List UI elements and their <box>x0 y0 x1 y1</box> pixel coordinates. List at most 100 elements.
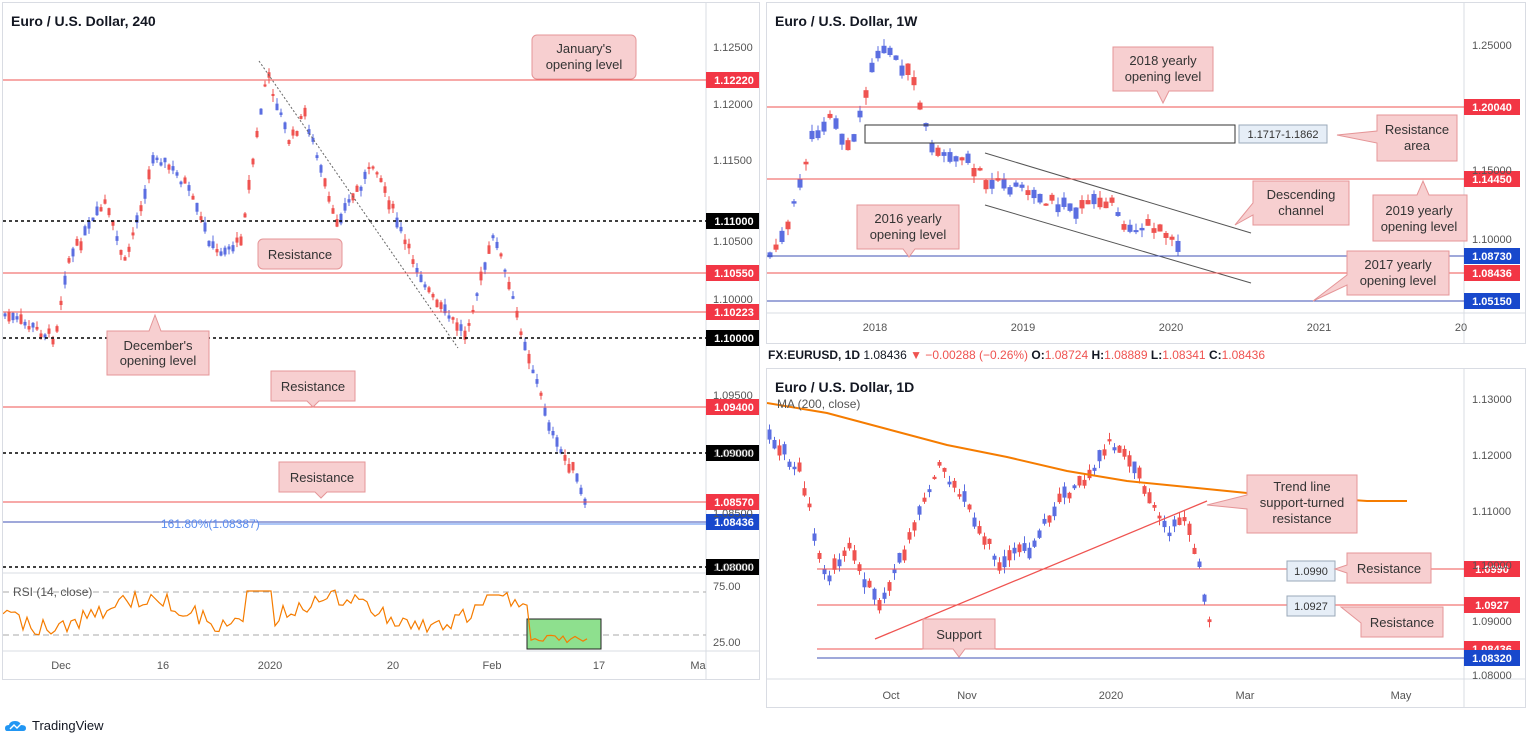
w1-candle <box>1079 195 1085 214</box>
d1-price-label: 1.13000 <box>1472 394 1512 406</box>
h4-candle <box>123 255 127 261</box>
w1-title: Euro / U.S. Dollar, 1W <box>775 13 918 29</box>
w1-candle <box>911 70 917 91</box>
d1-time-label: May <box>1391 690 1412 702</box>
d1-candle <box>857 562 862 575</box>
h4-candle <box>259 108 263 115</box>
h4-candle <box>359 185 363 197</box>
w1-candle <box>1175 234 1181 257</box>
ohlc-h-value: 1.08889 <box>1104 348 1148 362</box>
w1-candle <box>1067 203 1073 213</box>
d1-candle <box>1177 512 1182 526</box>
d1-candle <box>1052 502 1057 521</box>
d1-candle <box>847 537 852 551</box>
h4-chart-panel[interactable]: 1.12220 1.11000 1.10550 1.10223 1.10000 1.094… <box>2 2 760 680</box>
w1-candle <box>785 219 791 236</box>
tradingview-cloud-icon <box>5 720 26 731</box>
d1-candle <box>1067 491 1072 503</box>
d1-candle <box>972 512 977 529</box>
h4-time-label: 17 <box>593 660 605 672</box>
h4-candle <box>435 298 439 308</box>
ohlc-close: 1.08436 <box>863 348 907 362</box>
d1-candle <box>942 467 947 479</box>
w1-level-tag <box>1464 99 1520 115</box>
h4-candle <box>511 291 515 300</box>
h4-level-tag <box>706 559 759 575</box>
d1-candle <box>1132 461 1137 480</box>
h4-candle <box>35 321 39 331</box>
d1-candle <box>927 484 932 498</box>
w1-candle <box>1139 223 1145 238</box>
h4-candle <box>171 160 175 175</box>
h4-candle <box>527 350 531 370</box>
zone-label: 1.1717-1.1862 <box>1248 129 1319 141</box>
d1-candle <box>1192 543 1197 555</box>
h4-level-tag <box>706 494 759 510</box>
callout-decembers-opening-line2: opening level <box>120 353 197 368</box>
d1-candle <box>912 520 917 537</box>
w1-chart-panel[interactable]: 1.1717-1.1862 1.20040 1.14450 1.08730 1.084… <box>766 2 1526 344</box>
d1-time-label: Nov <box>957 690 977 702</box>
d1-candle <box>1062 482 1067 505</box>
callout-resistance-2: Resistance <box>270 370 356 408</box>
w1-level-label: 1.14450 <box>1472 174 1512 186</box>
d1-candle <box>1137 465 1142 484</box>
h4-candle <box>475 291 479 301</box>
h4-candle <box>519 328 523 338</box>
callout-2016-yearly: 2016 yearly opening level <box>856 204 960 258</box>
w1-candle <box>1151 222 1157 239</box>
h4-candle <box>491 233 495 241</box>
h4-candle <box>379 175 383 183</box>
h4-candle <box>163 157 167 169</box>
d1-candle <box>1157 512 1162 526</box>
d1-candle <box>957 488 962 500</box>
d1-candle <box>1012 542 1017 561</box>
h4-candle <box>451 316 455 324</box>
callout-trendline-line2: support-turned <box>1260 495 1345 510</box>
h4-price-label: 1.12000 <box>713 99 753 111</box>
h4-time-label: 2020 <box>258 660 282 672</box>
w1-price-label: 1.15000 <box>1472 165 1512 177</box>
w1-chart-svg[interactable]: 1.1717-1.1862 1.20040 1.14450 1.08730 1.084… <box>767 3 1526 344</box>
h4-level-label: 1.11000 <box>714 216 753 228</box>
h4-candle <box>443 298 447 316</box>
h4-candle <box>187 181 191 197</box>
tradingview-logo[interactable]: TradingView <box>4 718 104 733</box>
d1-candle <box>1007 545 1012 567</box>
w1-level-label: 1.08436 <box>1472 268 1512 280</box>
h4-candle <box>371 165 375 171</box>
callout-2016-yearly-line2: opening level <box>870 227 947 242</box>
h4-candle <box>251 157 255 168</box>
h4-chart-svg[interactable]: 1.122201.110001.105501.102231.100001.094… <box>3 3 760 680</box>
w1-candle <box>791 198 797 207</box>
w1-time-label: 2021 <box>1307 322 1331 334</box>
w1-candle <box>905 63 911 81</box>
h4-candle <box>287 139 291 146</box>
d1-candle <box>787 459 792 470</box>
h4-candle <box>203 216 207 234</box>
callout-2017-yearly: 2017 yearly opening level <box>1312 250 1450 302</box>
d1-candle <box>792 461 797 476</box>
w1-candle <box>959 156 965 166</box>
w1-candle <box>1085 194 1091 205</box>
h4-candle <box>531 365 535 374</box>
w1-candle <box>869 58 875 73</box>
h4-candle <box>127 243 131 258</box>
d1-candle <box>952 478 957 493</box>
h4-price-label: 1.10500 <box>713 236 753 248</box>
h4-candle <box>367 162 371 175</box>
h4-candle <box>299 114 303 120</box>
d1-price-label: 1.12000 <box>1472 450 1512 462</box>
h4-candle <box>407 238 411 255</box>
h4-candle <box>43 333 47 341</box>
h4-candle <box>479 266 483 286</box>
h4-candle <box>567 458 571 474</box>
h4-candle <box>315 152 319 161</box>
d1-candle <box>802 481 807 497</box>
d1-candle <box>812 528 817 546</box>
w1-candle <box>1169 234 1175 247</box>
w1-candle <box>1043 202 1049 206</box>
d1-candle <box>1207 616 1212 628</box>
